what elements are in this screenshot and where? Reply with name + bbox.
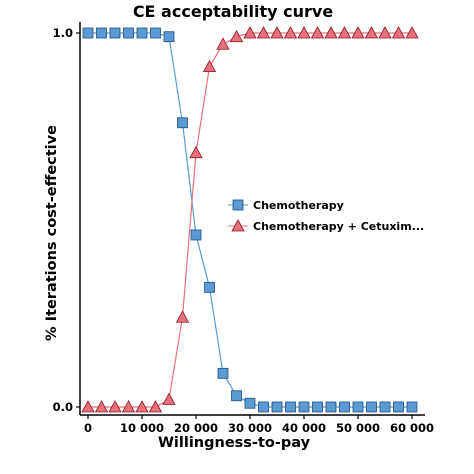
chemotherapy-point xyxy=(366,401,377,413)
cetuximab-point xyxy=(216,37,230,50)
chemotherapy-point xyxy=(123,27,134,39)
chart-title: CE acceptability curve xyxy=(133,2,334,21)
cetuximab-point xyxy=(94,400,109,413)
legend-square-marker xyxy=(232,199,244,211)
cetuximab-point xyxy=(229,29,244,43)
cetuximab-point xyxy=(337,26,352,39)
x-tick-label: 0 xyxy=(84,421,92,435)
x-tick-label: 30 000 xyxy=(228,421,272,435)
chemotherapy-point xyxy=(150,27,161,39)
chemotherapy-point xyxy=(217,367,229,379)
chemotherapy-point xyxy=(379,401,391,413)
y-tick-label: 0.0 xyxy=(53,400,73,414)
chemotherapy-point xyxy=(177,117,188,129)
cetuximab-point xyxy=(405,26,419,39)
cetuximab-point xyxy=(175,310,190,323)
cetuximab-point xyxy=(135,400,149,413)
x-axis-title: Willingness-to-pay xyxy=(158,435,311,451)
x-tick-label: 20 000 xyxy=(174,421,218,435)
cetuximab-point xyxy=(297,26,311,39)
x-tick-label: 60 000 xyxy=(390,421,434,435)
chemotherapy-point xyxy=(244,397,256,409)
chemotherapy-point xyxy=(204,281,215,293)
cetuximab-point xyxy=(162,392,176,405)
chemotherapy-point xyxy=(352,401,364,413)
cetuximab-point xyxy=(364,26,379,39)
chemotherapy-point xyxy=(393,401,404,413)
cetuximab-point xyxy=(81,400,95,413)
x-tick-label: 40 000 xyxy=(282,421,326,435)
x-tick-label: 50 000 xyxy=(336,421,380,435)
chemotherapy-point xyxy=(325,401,337,413)
cetuximab-point xyxy=(324,26,338,39)
cetuximab-point xyxy=(391,26,406,39)
cetuximab-point xyxy=(351,26,365,39)
chemotherapy-point xyxy=(163,31,175,43)
cetuximab-point xyxy=(270,26,284,39)
chemotherapy-point xyxy=(109,27,121,39)
y-tick-label: 1.0 xyxy=(53,26,73,40)
x-tick-label: 10 000 xyxy=(120,421,164,435)
cetuximab-point xyxy=(283,26,298,39)
chemotherapy-point xyxy=(190,229,202,241)
y-ticks: 0.0 1.0 xyxy=(53,26,80,414)
legend-triangle-marker xyxy=(231,219,245,232)
cetuximab-point xyxy=(243,26,257,39)
chemotherapy-point xyxy=(258,401,269,413)
cetuximab-point xyxy=(378,26,392,39)
chemotherapy-point xyxy=(136,27,148,39)
cetuximab-point xyxy=(202,59,217,73)
cetuximab-point xyxy=(121,400,136,413)
series-layer xyxy=(81,26,419,413)
chemotherapy-point xyxy=(96,27,107,39)
chemotherapy-point xyxy=(271,401,283,413)
chemotherapy-point xyxy=(298,401,310,413)
chemotherapy-point xyxy=(312,401,323,413)
chemotherapy-point xyxy=(285,401,296,413)
y-axis-title: % Iterations cost-effective xyxy=(44,125,60,341)
x-ticks: 0 10 000 20 000 30 000 40 000 50 000 60 000 xyxy=(84,415,434,435)
legend-label-cetuximab: Chemotherapy + Cetuxim... xyxy=(253,220,424,233)
chemotherapy-point xyxy=(339,401,350,413)
chemotherapy-point xyxy=(82,27,94,39)
cetuximab-point xyxy=(108,400,122,413)
legend-label-chemotherapy: Chemotherapy xyxy=(253,199,344,212)
cetuximab-point xyxy=(310,26,325,39)
cetuximab-point xyxy=(256,26,271,39)
legend: Chemotherapy Chemotherapy + Cetuxim... xyxy=(228,199,424,233)
chemotherapy-point xyxy=(406,401,418,413)
cetuximab-point xyxy=(148,400,163,413)
cetuximab-point xyxy=(189,145,203,159)
chemotherapy-point xyxy=(231,390,242,402)
